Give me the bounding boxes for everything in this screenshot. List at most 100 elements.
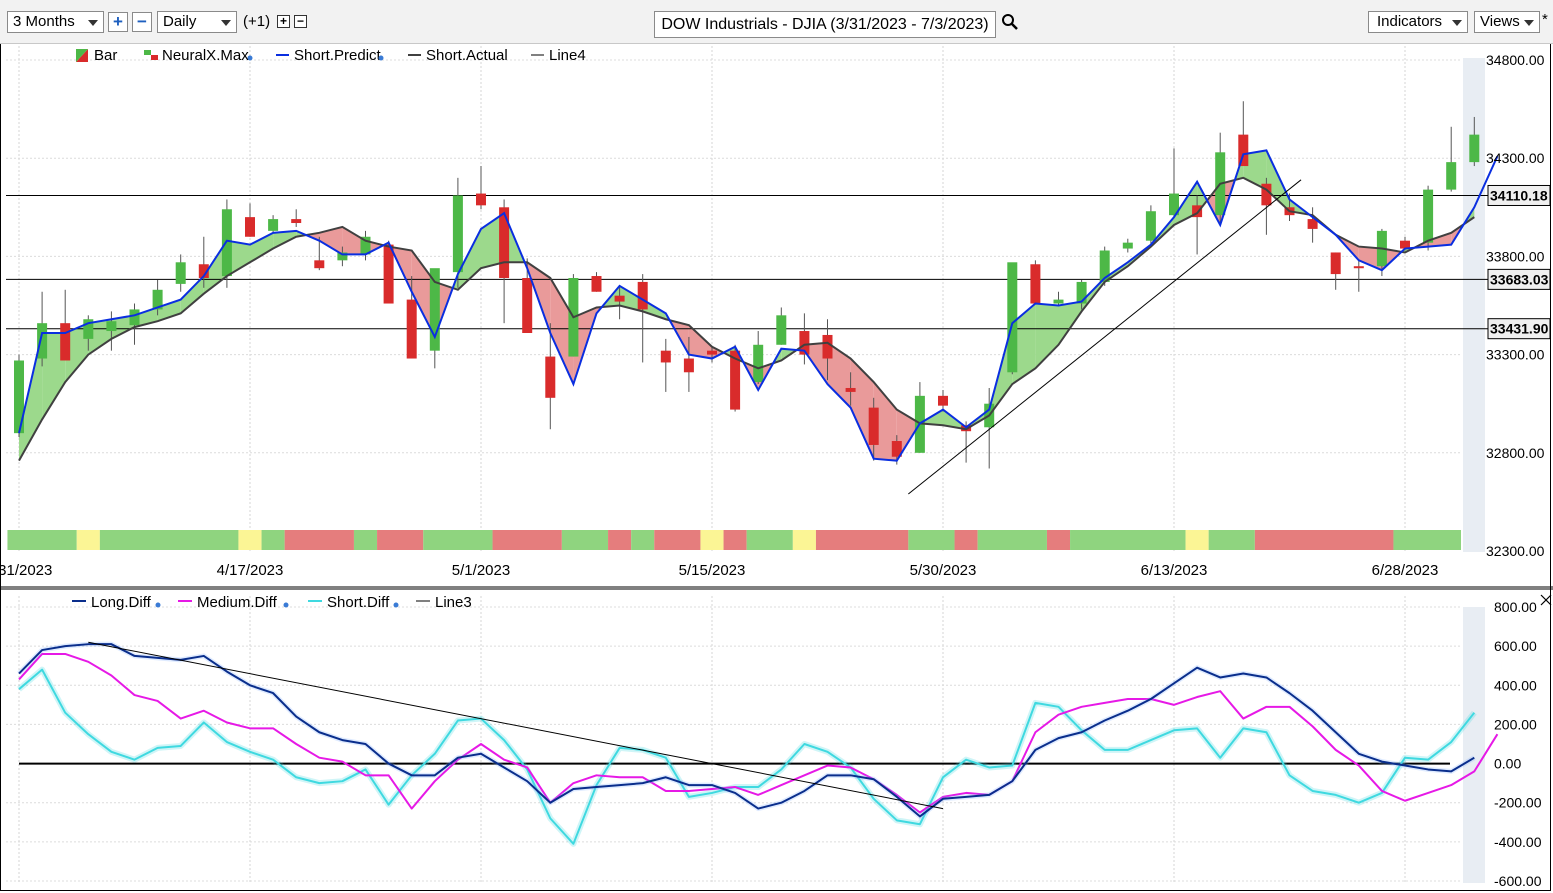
candle-body	[522, 278, 533, 333]
y-tick-label: -400.00	[1494, 834, 1542, 850]
period-select[interactable]: 3 Months	[7, 11, 104, 33]
offset-label: (+1)	[243, 13, 271, 30]
y-tick-label: 0.00	[1494, 756, 1521, 772]
offset-plus-button[interactable]: +	[277, 15, 290, 28]
fill-segment	[1012, 303, 1036, 385]
legend-label: NeuralX.Max	[162, 47, 249, 64]
band-segment	[631, 530, 655, 550]
band-segment	[377, 530, 424, 550]
fill-segment	[226, 240, 250, 277]
candle-body	[614, 295, 625, 302]
y-tick-label: 34300.00	[1486, 150, 1545, 166]
legend-label: Short.Predict	[294, 47, 382, 64]
x-tick-label: 5/1/2023	[452, 562, 510, 579]
candle-body	[1353, 266, 1364, 269]
fill-segment	[1035, 303, 1059, 369]
candle-body	[938, 395, 948, 406]
neuralx-bands	[7, 530, 1461, 550]
band-segment	[723, 530, 747, 550]
candle-body	[1145, 211, 1156, 241]
offset-minus-button[interactable]: −	[294, 15, 307, 28]
chevron-down-icon	[1524, 20, 1534, 26]
search-icon[interactable]	[1001, 13, 1019, 31]
views-select[interactable]: Views	[1474, 11, 1540, 33]
zoom-out-button[interactable]: −	[132, 12, 152, 32]
legend-label: Medium.Diff	[197, 594, 278, 611]
symbol-title-text: DOW Industrials - DJIA (3/31/2023 - 7/3/…	[661, 16, 989, 33]
band-segment	[815, 530, 909, 550]
short-diff-glow	[17, 666, 1477, 847]
candle-body	[1053, 299, 1064, 304]
short-predict-line	[18, 149, 1499, 462]
x-tick-label: 3/31/2023	[0, 562, 52, 579]
candle-body	[1030, 264, 1041, 304]
candle-body	[337, 252, 348, 261]
band-segment	[1070, 530, 1186, 550]
candle-body	[1423, 189, 1434, 243]
band-segment	[561, 530, 609, 550]
price-panel: 34800.00 34300.00 33800.00 33300.00 32800.00…	[0, 46, 1551, 579]
fill-segment	[1174, 181, 1198, 225]
fill-segment	[896, 409, 920, 461]
fill-segment	[1058, 301, 1082, 345]
views-marker: *	[1542, 11, 1548, 28]
period-value: 3 Months	[13, 13, 75, 30]
indicators-label: Indicators	[1377, 13, 1443, 30]
fill-segment	[411, 250, 435, 337]
fill-segment	[804, 342, 828, 385]
candle-body	[452, 195, 463, 273]
candle-body	[221, 209, 232, 277]
band-segment	[746, 530, 793, 550]
candle-body	[37, 323, 48, 359]
fill-segment	[273, 230, 297, 249]
fill-segment	[157, 299, 181, 322]
candle-body	[799, 331, 810, 355]
fill-segment	[827, 342, 851, 408]
minus-icon: −	[296, 14, 304, 28]
candle-body	[1446, 162, 1457, 190]
candle-body	[60, 323, 71, 361]
fill-segment	[250, 232, 274, 263]
band-segment	[954, 530, 978, 550]
fill-segment	[1428, 232, 1452, 247]
band-segment	[261, 530, 285, 550]
candle-body	[1307, 219, 1318, 229]
fill-segment	[1358, 246, 1382, 271]
diff-legend: Long.Diff Medium.Diff Short.Diff Line3	[72, 594, 472, 611]
diff-trendline	[88, 641, 944, 810]
candle-body	[198, 264, 209, 279]
band-segment	[423, 530, 493, 550]
symbol-title[interactable]: DOW Industrials - DJIA (3/31/2023 - 7/3/…	[654, 11, 996, 38]
y-tick-label: -200.00	[1494, 795, 1542, 811]
legend-dot-icon	[155, 602, 161, 608]
candle-body	[383, 244, 394, 304]
chevron-down-icon	[88, 20, 98, 26]
zoom-in-button[interactable]: +	[108, 12, 128, 32]
diff-panel: 800.00 600.00 400.00 200.00 0.00 -200.00 -400.…	[6, 594, 1552, 889]
neuralx-legend-icon	[144, 50, 151, 55]
candle-body	[1261, 183, 1272, 206]
band-segment	[654, 530, 701, 550]
band-segment	[1185, 530, 1209, 550]
x-tick-label: 6/13/2023	[1141, 562, 1208, 579]
legend-label: Short.Actual	[426, 47, 508, 64]
indicators-select[interactable]: Indicators	[1368, 11, 1468, 33]
fill-segment	[481, 213, 505, 269]
band-segment	[700, 530, 724, 550]
band-segment	[7, 530, 77, 550]
price-legend: Bar NeuralX.Max Short.Predict Short.Actual L…	[76, 47, 586, 64]
plus-icon: +	[279, 14, 287, 28]
candle-body	[499, 207, 510, 279]
neuralx-legend-icon	[151, 55, 158, 60]
fill-segment	[42, 332, 66, 420]
interval-select[interactable]: Daily	[157, 11, 237, 33]
price-line-tag	[1487, 268, 1551, 290]
candle-body	[360, 236, 371, 255]
fill-segment	[712, 346, 724, 359]
price-line-label: 34110.18	[1490, 187, 1548, 203]
candle-body	[1076, 281, 1087, 304]
fill-segment	[850, 358, 874, 459]
candle-body	[891, 441, 902, 457]
band-segment	[977, 530, 1047, 550]
